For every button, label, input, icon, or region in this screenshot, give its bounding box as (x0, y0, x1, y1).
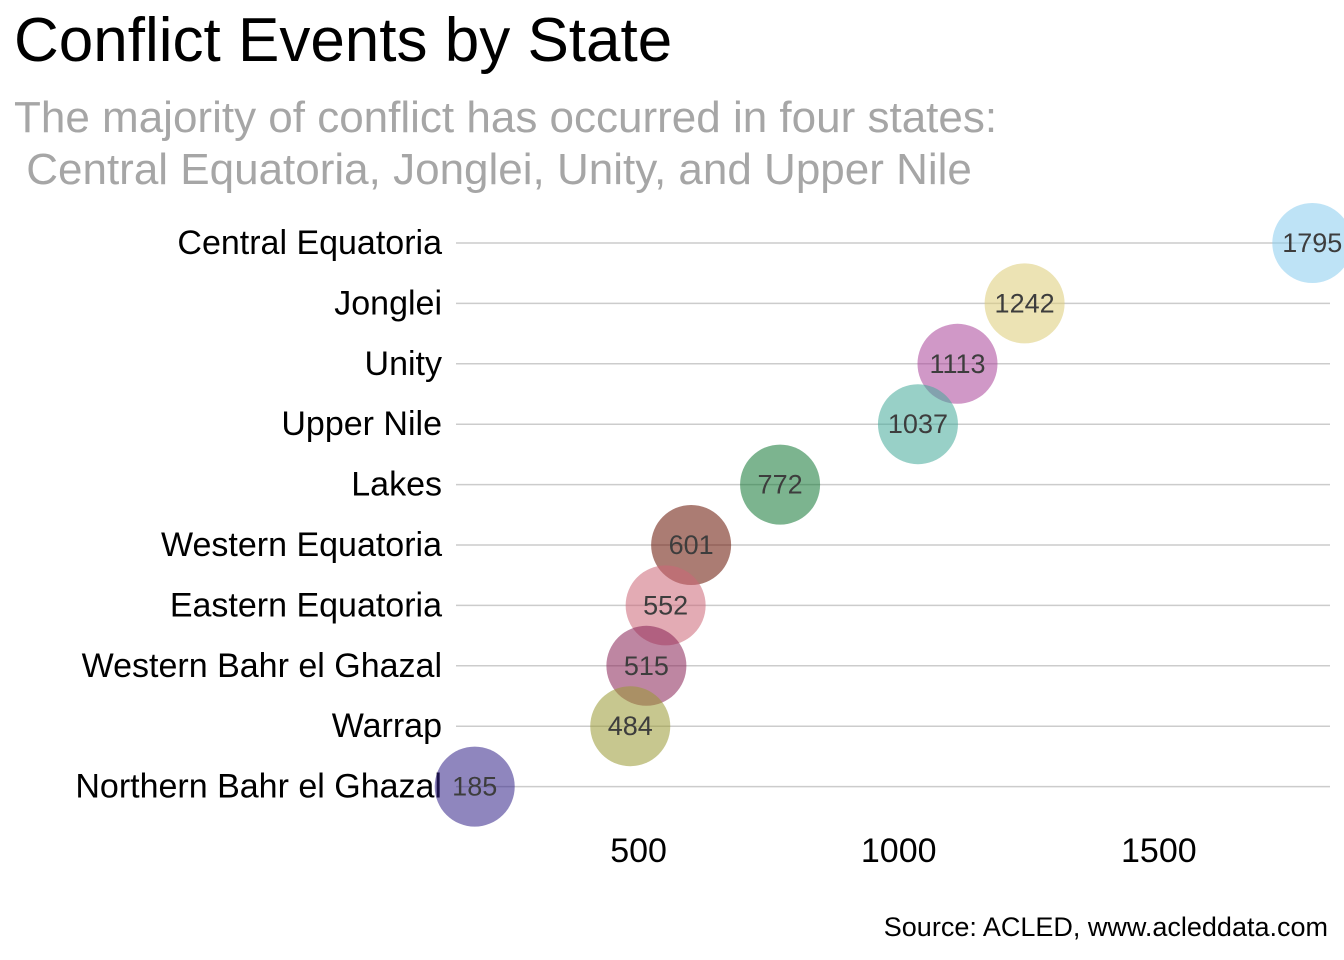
value-label-lakes: 772 (758, 470, 803, 500)
point-western-bahr-el-ghazal (606, 625, 687, 706)
value-label-central-equatoria: 1795 (1282, 228, 1342, 258)
y-axis-labels: Central Equatoria Jonglei Unity Upper Nile L… (75, 224, 442, 806)
point-unity (917, 323, 998, 404)
point-western-equatoria (651, 505, 732, 585)
y-label-western-equatoria: Western Equatoria (161, 526, 442, 564)
y-label-western-bahr-el-ghazal: Western Bahr el Ghazal (82, 647, 442, 685)
value-label-upper-nile: 1037 (888, 409, 948, 439)
point-central-equatoria (1272, 203, 1344, 283)
point-jonglei (984, 263, 1065, 344)
subtitle-line-2: Central Equatoria, Jonglei, Unity, and U… (14, 145, 972, 194)
gridlines (456, 242, 1330, 788)
value-label-unity: 1113 (929, 349, 985, 379)
point-northern-bahr-el-ghazal (434, 746, 515, 827)
x-tick-label-1000: 1000 (861, 832, 937, 870)
y-label-jonglei: Jonglei (334, 284, 442, 322)
point-eastern-equatoria (625, 565, 706, 646)
value-label-eastern-equatoria: 552 (643, 590, 688, 620)
point-warrap (590, 686, 671, 767)
chart-caption: Source: ACLED, www.acleddata.com (883, 912, 1328, 942)
point-upper-nile (877, 384, 958, 465)
y-label-northern-bahr-el-ghazal: Northern Bahr el Ghazal (75, 768, 442, 806)
x-tick-label-500: 500 (610, 832, 667, 870)
value-label-western-equatoria: 601 (669, 530, 714, 560)
x-tick-label-1500: 1500 (1121, 832, 1197, 870)
value-label-warrap: 484 (608, 711, 653, 741)
value-label-western-bahr-el-ghazal: 515 (624, 651, 669, 681)
y-label-central-equatoria: Central Equatoria (177, 224, 442, 262)
chart-title: Conflict Events by State (14, 6, 673, 75)
x-axis-ticks: 500 1000 1500 (610, 832, 1196, 870)
y-label-eastern-equatoria: Eastern Equatoria (170, 586, 442, 624)
value-label-jonglei: 1242 (995, 288, 1055, 318)
subtitle-line-1: The majority of conflict has occurred in… (14, 93, 998, 142)
point-lakes (740, 444, 821, 525)
y-label-upper-nile: Upper Nile (281, 405, 442, 443)
y-label-warrap: Warrap (332, 707, 442, 745)
value-label-northern-bahr-el-ghazal: 185 (452, 772, 497, 802)
y-label-lakes: Lakes (351, 466, 442, 504)
chart-subtitle: The majority of conflict has occurred in… (14, 92, 997, 196)
y-label-unity: Unity (365, 345, 442, 383)
data-points: 1795 1242 1113 1037 772 601 552 515 484 185 (434, 203, 1344, 827)
